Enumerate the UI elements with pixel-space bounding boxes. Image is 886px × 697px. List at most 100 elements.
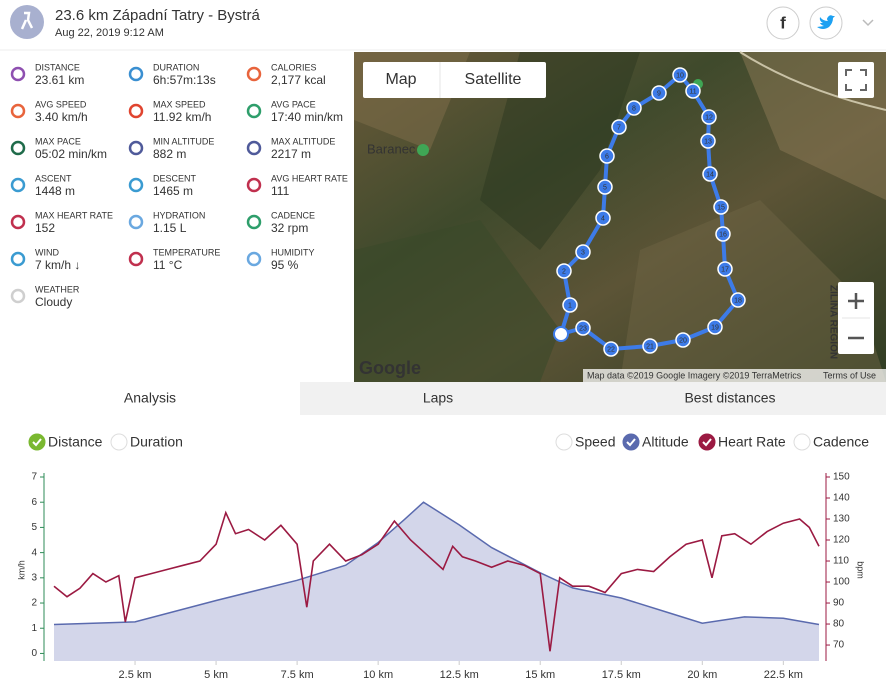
stat-icon bbox=[246, 177, 262, 193]
place-label: Baranec bbox=[367, 141, 416, 156]
y2-tick-label: 150 bbox=[833, 472, 850, 483]
y-axis-title: km/h bbox=[16, 560, 26, 580]
toggle[interactable] bbox=[698, 433, 716, 451]
expand-chevron[interactable] bbox=[862, 19, 874, 27]
toggle-label[interactable]: Heart Rate bbox=[718, 434, 786, 450]
zoom-in[interactable] bbox=[848, 293, 864, 309]
stat-icon bbox=[246, 214, 262, 230]
waypoint-label: 12 bbox=[705, 114, 713, 121]
stat-icon bbox=[246, 103, 262, 119]
waypoint bbox=[672, 67, 688, 83]
waypoint-label: 21 bbox=[646, 343, 654, 350]
road bbox=[739, 51, 886, 111]
x-tick-label: 10 km bbox=[363, 669, 393, 681]
waypoint bbox=[611, 119, 627, 135]
check bbox=[702, 438, 712, 447]
waypoint bbox=[700, 133, 716, 149]
stat-label: WEATHER bbox=[35, 284, 80, 294]
toggle[interactable] bbox=[555, 433, 573, 451]
stat-value: 2,177 kcal bbox=[271, 73, 326, 87]
stat-label: MAX SPEED bbox=[153, 99, 206, 109]
stat-value: Cloudy bbox=[35, 295, 72, 309]
toggle-label[interactable]: Cadence bbox=[813, 434, 869, 450]
waypoint-label: 14 bbox=[706, 171, 714, 178]
hiker-glyph bbox=[20, 11, 34, 30]
stat-label: CALORIES bbox=[271, 62, 317, 72]
x-tick-label: 5 km bbox=[204, 669, 228, 681]
x-tick-label: 17.5 km bbox=[602, 669, 641, 681]
fullscreen-button[interactable] bbox=[838, 62, 874, 98]
waypoint bbox=[556, 263, 572, 279]
y2-tick-label: 90 bbox=[833, 598, 845, 609]
toggle[interactable] bbox=[28, 433, 46, 451]
tab[interactable]: Laps bbox=[423, 390, 453, 406]
place-pin bbox=[417, 144, 429, 156]
waypoint bbox=[717, 261, 733, 277]
y2-axis-title: bpm bbox=[856, 561, 866, 579]
satellite-button[interactable]: Satellite bbox=[465, 71, 522, 88]
y2-tick-label: 70 bbox=[833, 640, 845, 651]
waypoint bbox=[603, 341, 619, 357]
x-tick-label: 7.5 km bbox=[281, 669, 314, 681]
toggle-label[interactable]: Speed bbox=[575, 434, 615, 450]
y2-tick-label: 110 bbox=[833, 556, 849, 567]
waypoint-label: 23 bbox=[579, 325, 587, 332]
stat-icon bbox=[10, 140, 26, 156]
stat-label: MIN ALTITUDE bbox=[153, 136, 214, 146]
waypoint bbox=[713, 199, 729, 215]
stat-label: WIND bbox=[35, 247, 59, 257]
terms-link[interactable]: Terms of Use bbox=[823, 370, 876, 380]
fullscreen-glyph bbox=[845, 69, 867, 91]
stat-label: MAX HEART RATE bbox=[35, 210, 113, 220]
stat-label: TEMPERATURE bbox=[153, 247, 220, 257]
y-tick-label: 0 bbox=[31, 648, 37, 659]
waypoint bbox=[599, 148, 615, 164]
terrain bbox=[354, 220, 560, 382]
stat-value: 23.61 km bbox=[35, 73, 84, 87]
waypoint-label: 15 bbox=[717, 204, 725, 211]
stat-icon bbox=[128, 140, 144, 156]
stat-icon bbox=[246, 251, 262, 267]
waypoint bbox=[626, 100, 642, 116]
waypoint-label: 20 bbox=[679, 337, 687, 344]
stat-icon bbox=[128, 66, 144, 82]
line bbox=[53, 510, 820, 652]
tab[interactable]: Analysis bbox=[124, 390, 176, 406]
waypoint bbox=[701, 109, 717, 125]
stat-label: MAX PACE bbox=[35, 136, 81, 146]
waypoint-label: 11 bbox=[689, 88, 696, 95]
stat-label: DESCENT bbox=[153, 173, 197, 183]
activity-icon bbox=[10, 5, 44, 39]
stat-label: AVG PACE bbox=[271, 99, 316, 109]
attribution-bar bbox=[583, 369, 886, 382]
facebook-button[interactable] bbox=[766, 6, 800, 40]
stat-value: 05:02 min/km bbox=[35, 147, 107, 161]
waypoint bbox=[685, 83, 701, 99]
y2-tick-label: 100 bbox=[833, 577, 850, 588]
toggle[interactable] bbox=[110, 433, 128, 451]
toggle-label[interactable]: Distance bbox=[48, 434, 103, 450]
waypoint-label: 1 bbox=[568, 302, 572, 309]
stat-label: AVG SPEED bbox=[35, 99, 87, 109]
date: Aug 22, 2019 9:12 AM bbox=[55, 27, 164, 39]
y-tick-label: 4 bbox=[31, 547, 37, 558]
waypoint-label: 2 bbox=[562, 268, 566, 275]
x-tick-label: 15 km bbox=[525, 669, 555, 681]
toggle-label[interactable]: Altitude bbox=[642, 434, 689, 450]
stat-value: 11.92 km/h bbox=[153, 110, 211, 124]
stat-label: DURATION bbox=[153, 62, 199, 72]
toggle[interactable] bbox=[622, 433, 640, 451]
stat-value: 111 bbox=[271, 184, 290, 198]
tab[interactable]: Best distances bbox=[684, 390, 775, 406]
stat-icon bbox=[128, 103, 144, 119]
y2-tick-label: 80 bbox=[833, 619, 845, 630]
check bbox=[32, 438, 42, 447]
attribution: Map data ©2019 Google Imagery ©2019 Terr… bbox=[587, 370, 802, 380]
waypoint bbox=[575, 320, 591, 336]
waypoint bbox=[595, 210, 611, 226]
map-button[interactable]: Map bbox=[385, 71, 416, 88]
toggle-label[interactable]: Duration bbox=[130, 434, 183, 450]
toggle[interactable] bbox=[793, 433, 811, 451]
